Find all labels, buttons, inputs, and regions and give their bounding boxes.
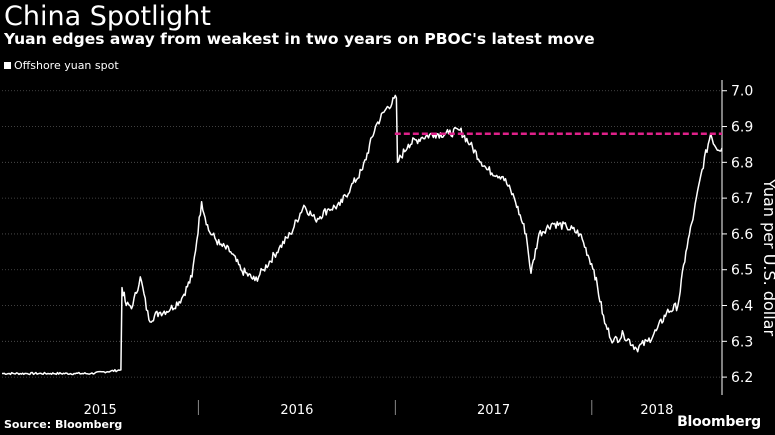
x-tick-label: 2017 xyxy=(477,403,510,418)
chart-title: China Spotlight xyxy=(4,1,211,32)
y-axis-label: Yuan per U.S. dollar xyxy=(760,178,775,337)
x-tick-label: 2015 xyxy=(84,403,117,418)
x-tick-label: 2016 xyxy=(280,403,313,418)
y-tick-label: 6.9 xyxy=(731,120,753,136)
y-axis: 6.2 6.3 6.4 6.5 6.6 6.7 6.8 6.9 7.0 xyxy=(721,80,753,395)
y-tick-label: 6.4 xyxy=(731,299,753,315)
y-tick-label: 6.5 xyxy=(731,263,753,279)
source-note: Source: Bloomberg xyxy=(4,418,123,431)
chart-subtitle: Yuan edges away from weakest in two year… xyxy=(4,30,595,48)
legend-label: Offshore yuan spot xyxy=(14,59,119,72)
legend-swatch xyxy=(4,62,11,69)
legend: Offshore yuan spot xyxy=(4,59,119,72)
bloomberg-logo: Bloomberg xyxy=(677,414,761,430)
y-tick-label: 6.7 xyxy=(731,191,753,207)
y-tick-label: 6.3 xyxy=(731,334,753,350)
y-tick-label: 6.2 xyxy=(731,370,753,386)
y-tick-label: 6.8 xyxy=(731,155,753,171)
x-tick-label: 2018 xyxy=(640,403,673,418)
series-line-offshore-yuan-spot xyxy=(2,94,723,376)
y-tick-label: 6.6 xyxy=(731,227,753,243)
x-axis: 2015 2016 2017 2018 xyxy=(84,400,673,418)
grid-lines xyxy=(2,90,722,378)
y-tick-label: 7.0 xyxy=(731,84,753,100)
